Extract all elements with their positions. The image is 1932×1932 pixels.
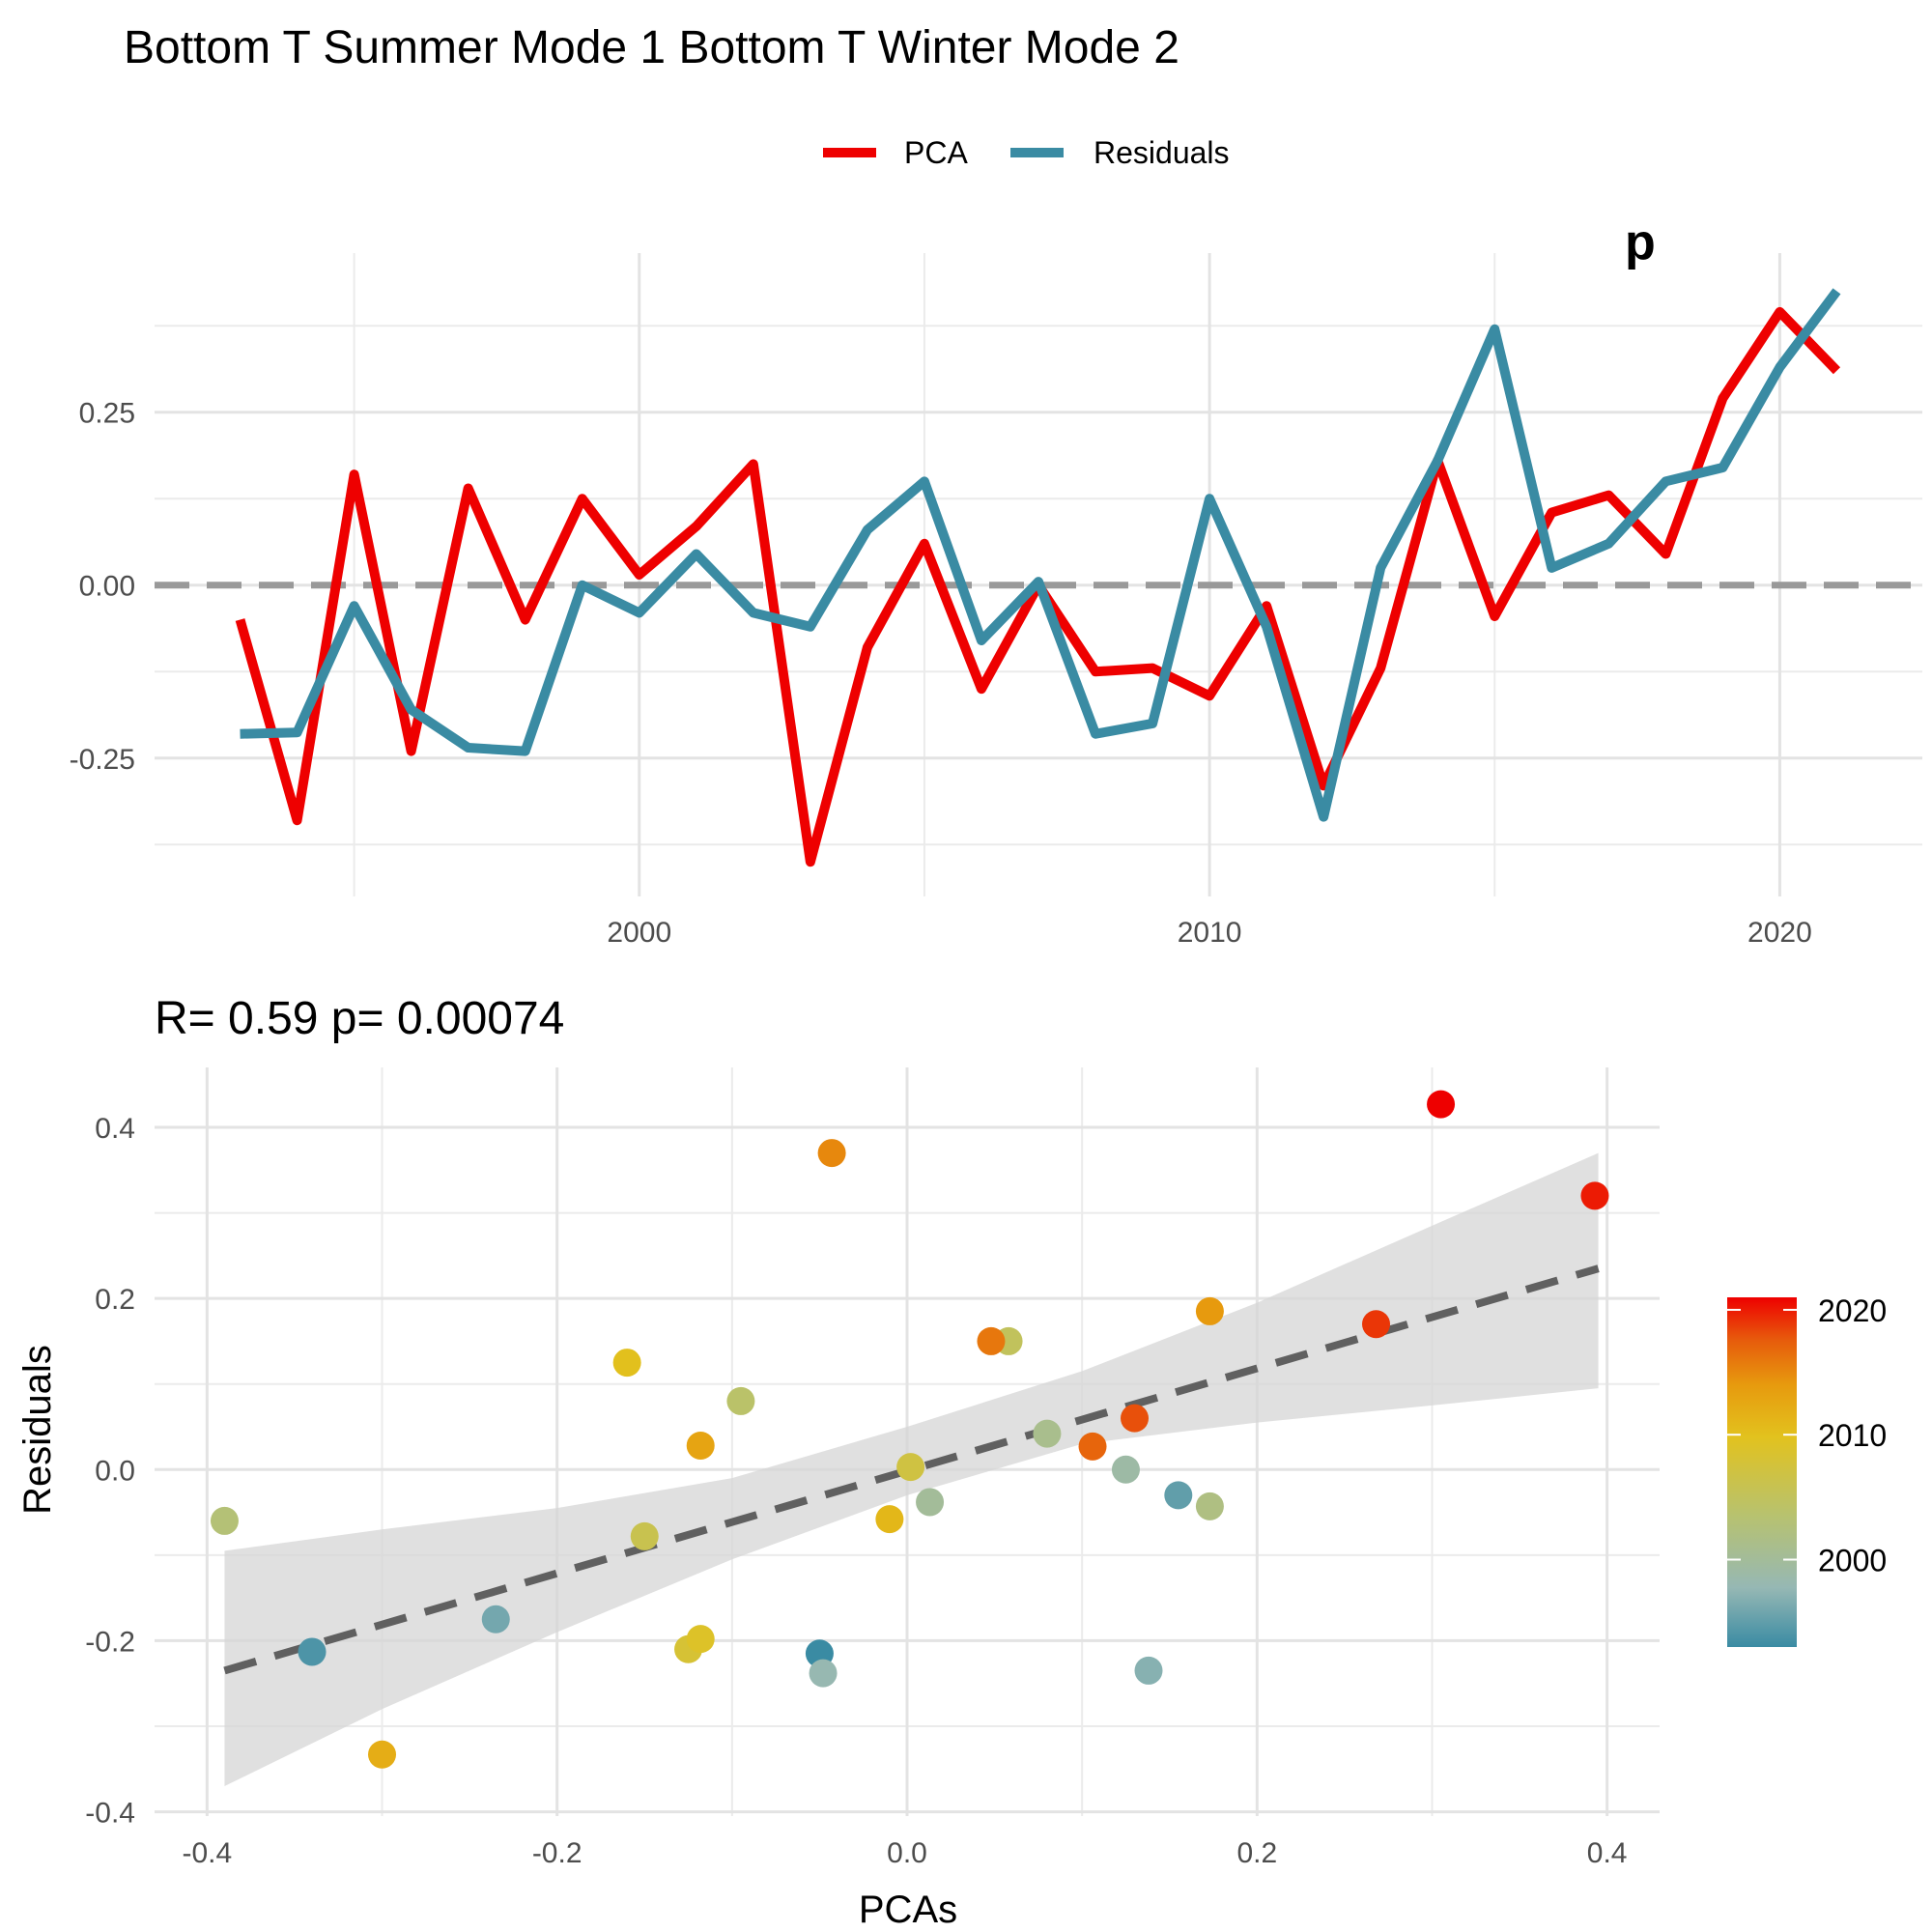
scatter-point — [1078, 1432, 1107, 1461]
scatter-point — [1134, 1656, 1163, 1685]
x-tick-label: 2000 — [607, 917, 671, 949]
scatter-y-ticks: -0.4 -0.2 0.0 0.2 0.4 — [85, 1113, 135, 1830]
time-series-grid — [155, 253, 1922, 896]
scatter-point — [1195, 1296, 1224, 1325]
scatter-point — [1427, 1090, 1456, 1119]
scatter-point — [726, 1386, 755, 1415]
time-series-y-ticks: -0.25 0.00 0.25 — [70, 398, 135, 776]
scatter-point — [210, 1506, 239, 1535]
scatter-point — [875, 1505, 904, 1534]
x-axis-label: PCAs — [859, 1889, 957, 1931]
x-tick-label: -0.4 — [182, 1837, 232, 1869]
time-series-x-ticks: 2000 2010 2020 — [607, 917, 1811, 949]
trend-line — [223, 1264, 1600, 1675]
legend: PCA Residuals — [823, 135, 1230, 170]
scatter-point — [1121, 1404, 1150, 1433]
x-tick-label: 2010 — [1178, 917, 1242, 949]
y-tick-label: -0.25 — [70, 744, 135, 776]
scatter-point — [686, 1431, 715, 1460]
x-tick-label: -0.2 — [532, 1837, 582, 1869]
scatter-point — [809, 1659, 838, 1688]
scatter-x-ticks: -0.4 -0.2 0.0 0.2 0.4 — [182, 1837, 1627, 1869]
time-series-panel: -0.25 0.00 0.25 2000 2010 2020 p — [70, 214, 1922, 949]
y-tick-label: 0.00 — [79, 571, 135, 603]
y-tick-label: 0.4 — [95, 1113, 135, 1145]
colorbar-tick-label: 2010 — [1818, 1418, 1887, 1453]
y-tick-label: 0.25 — [79, 398, 135, 430]
scatter-point — [916, 1488, 945, 1517]
scatter-point — [612, 1349, 641, 1378]
y-tick-label: -0.4 — [85, 1798, 135, 1830]
scatter-points — [210, 1090, 1609, 1769]
scatter-point — [977, 1326, 1006, 1355]
x-tick-label: 0.4 — [1587, 1837, 1628, 1869]
scatter-point — [1111, 1455, 1140, 1484]
time-series-lines — [235, 288, 1841, 867]
legend-label-residuals: Residuals — [1094, 135, 1230, 170]
colorbar-tick-label: 2020 — [1818, 1293, 1887, 1328]
scatter-point — [298, 1637, 327, 1666]
correlation-annotation-fragment: p — [1625, 214, 1656, 270]
legend-label-pca: PCA — [904, 135, 968, 170]
scatter-point — [1195, 1492, 1224, 1520]
y-tick-label: 0.2 — [95, 1284, 135, 1316]
colorbar: 2000 2010 2020 — [1727, 1293, 1887, 1647]
scatter-point — [817, 1139, 846, 1168]
x-tick-label: 0.0 — [887, 1837, 927, 1869]
scatter-point — [1164, 1481, 1193, 1510]
scatter-point — [630, 1521, 659, 1550]
colorbar-tick-label: 2000 — [1818, 1544, 1887, 1578]
scatter-panel: -0.4 -0.2 0.0 0.2 0.4 -0.4 -0.2 0.0 0.2 0.4 — [85, 1067, 1660, 1869]
scatter-subtitle: R= 0.59 p= 0.00074 — [155, 993, 564, 1044]
series-line-residuals — [240, 288, 1841, 822]
y-axis-label: Residuals — [16, 1345, 59, 1515]
scatter-point — [1580, 1181, 1609, 1210]
scatter-point — [368, 1740, 397, 1769]
colorbar-gradient — [1727, 1297, 1797, 1647]
y-tick-label: 0.0 — [95, 1455, 135, 1487]
scatter-point — [1033, 1419, 1062, 1448]
scatter-point — [481, 1605, 510, 1634]
scatter-point — [1362, 1310, 1391, 1339]
y-tick-label: -0.2 — [85, 1626, 135, 1658]
scatter-point — [686, 1625, 715, 1654]
chart-title: Bottom T Summer Mode 1 Bottom T Winter M… — [124, 22, 1179, 73]
colorbar-ticks: 2000 2010 2020 — [1727, 1293, 1887, 1578]
x-tick-label: 0.2 — [1236, 1837, 1277, 1869]
scatter-point — [896, 1453, 925, 1482]
x-tick-label: 2020 — [1747, 917, 1812, 949]
